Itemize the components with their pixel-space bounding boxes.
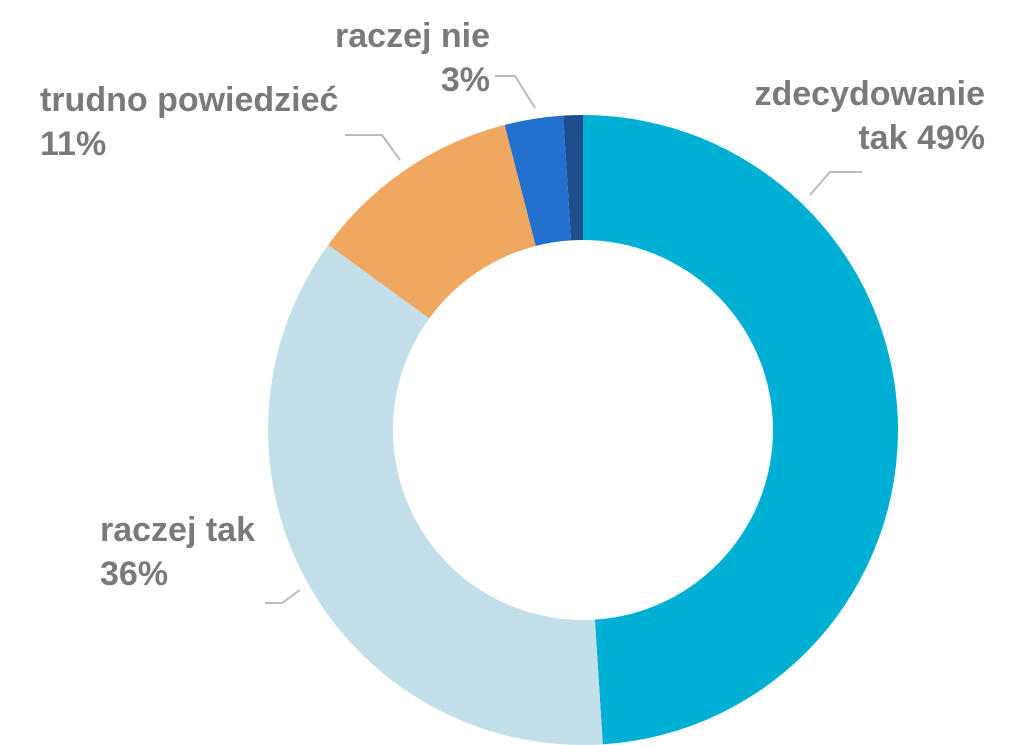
donut-segment <box>504 115 572 246</box>
category-label: raczej nie <box>335 17 490 55</box>
leader-line <box>495 75 536 109</box>
leader-line <box>265 589 301 604</box>
donut-segment <box>328 124 536 319</box>
category-label: zdecydowanie tak <box>754 75 985 158</box>
leader-line <box>809 171 862 196</box>
donut-segment <box>563 115 583 241</box>
data-label: raczej nie 3% <box>280 14 490 102</box>
data-label: zdecydowanie tak 49% <box>715 72 985 160</box>
category-label: raczej tak <box>100 511 255 549</box>
value-label: 36% <box>100 555 169 594</box>
data-label: trudno powiedzieć 11% <box>40 78 360 166</box>
value-label: 11% <box>40 125 107 164</box>
value-label: 49% <box>916 119 985 158</box>
donut-segment <box>268 244 603 745</box>
donut-segment <box>583 115 898 745</box>
leader-line <box>345 134 401 161</box>
value-label: 3% <box>440 61 490 100</box>
category-label: trudno powiedzieć <box>40 81 339 119</box>
data-label: raczej tak 36% <box>100 508 270 596</box>
